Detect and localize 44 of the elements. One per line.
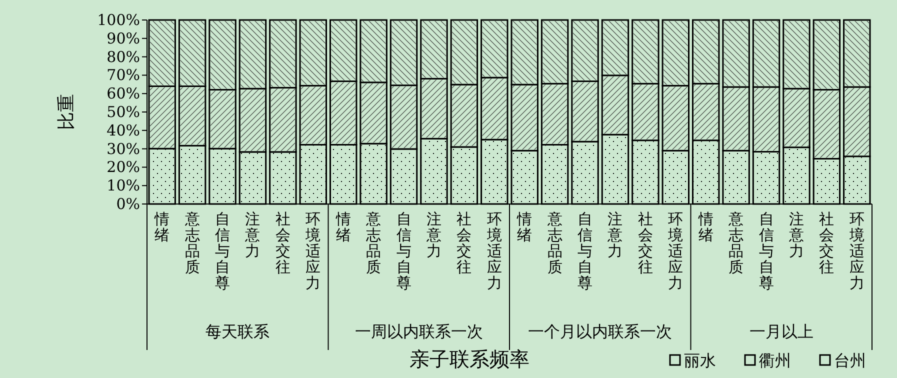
x-tick-label: 意志品质 [546, 210, 562, 276]
legend-label: 台州 [834, 351, 866, 370]
x-tick-label: 注意力 [788, 210, 804, 260]
x-tick-label: 情绪 [334, 210, 351, 244]
y-tick-label: 100% [97, 11, 140, 29]
legend-label: 衢州 [759, 351, 791, 370]
x-tick-label: 社会交往 [638, 210, 653, 276]
x-tick-label: 自信与自尊 [215, 210, 230, 292]
y-tick-label: 20% [106, 158, 140, 176]
text: 每天联系 [206, 322, 270, 341]
x-tick-label: 自信与自尊 [578, 210, 593, 292]
x-axis-title: 亲子联系频率 [410, 347, 530, 371]
x-tick-label: 意志品质 [184, 210, 200, 276]
x-tick-label: 自信与自尊 [396, 210, 412, 292]
text: 一周以内联系一次 [354, 322, 483, 341]
y-tick-label: 50% [106, 103, 140, 121]
y-tick-label: 60% [106, 84, 140, 103]
y-tick-label: 80% [106, 48, 140, 66]
x-tick-label: 注意力 [606, 210, 623, 260]
y-tick-label: 90% [106, 29, 140, 48]
x-tick-label: 情绪 [154, 210, 170, 244]
x-tick-label: 社会交往 [275, 210, 290, 276]
x-tick-label: 情绪 [697, 210, 714, 244]
y-axis-title: 比重 [56, 94, 77, 130]
x-tick-label: 社会交往 [456, 210, 472, 276]
x-tick-label: 环境适应力 [667, 210, 684, 292]
y-tick-label: 30% [106, 140, 140, 158]
x-tick-label: 注意力 [425, 210, 442, 260]
x-tick-label: 环境适应力 [304, 210, 321, 292]
y-tick-label: 0% [116, 195, 140, 213]
x-tick-label: 意志品质 [365, 210, 382, 276]
y-tick-label: 10% [106, 176, 140, 195]
y-tick-label: 70% [106, 66, 140, 84]
x-tick-label: 自信与自尊 [758, 210, 774, 292]
x-tick-label: 社会交往 [819, 210, 834, 276]
text: 一月以上 [749, 322, 814, 341]
x-tick-label: 意志品质 [728, 210, 744, 276]
x-tick-label: 环境适应力 [848, 210, 864, 292]
legend-label: 丽水 [684, 351, 716, 370]
x-tick-label: 情绪 [516, 210, 532, 244]
y-tick-label: 40% [106, 121, 140, 140]
text: 一个月以内联系一次 [528, 322, 672, 341]
x-tick-label: 注意力 [244, 210, 260, 260]
x-tick-label: 环境适应力 [486, 210, 502, 292]
